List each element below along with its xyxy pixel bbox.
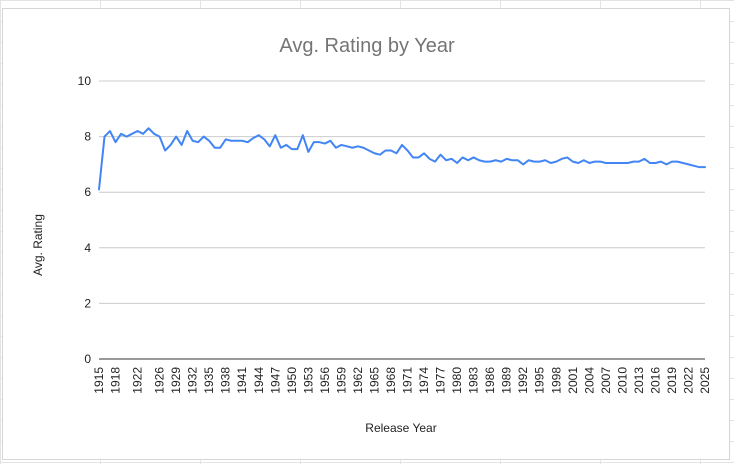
x-tick-label: 1956	[318, 367, 332, 394]
x-tick-label: 1918	[109, 367, 123, 394]
y-tick-label: 8	[84, 130, 91, 144]
x-tick-label: 1995	[533, 367, 547, 394]
x-tick-label: 2016	[648, 367, 662, 394]
y-axis-title: Avg. Rating	[31, 214, 45, 276]
x-tick-label: 2001	[566, 367, 580, 394]
x-tick-label: 1950	[285, 367, 299, 394]
x-tick-label: 1986	[483, 367, 497, 394]
x-tick-label: 2007	[599, 367, 613, 394]
x-tick-label: 1953	[301, 367, 315, 394]
y-axis-ticks: 0 2 4 6 8 10	[78, 74, 92, 366]
x-tick-label: 1989	[500, 367, 514, 394]
x-tick-label: 1959	[334, 367, 348, 394]
x-tick-label: 2022	[681, 367, 695, 394]
x-tick-label: 2025	[698, 367, 712, 394]
x-tick-label: 1938	[219, 367, 233, 394]
y-tick-label: 0	[84, 352, 91, 366]
x-tick-label: 1926	[153, 367, 167, 394]
gridlines	[99, 80, 705, 304]
chart-container[interactable]: Avg. Rating by Year 0 2 4 6 8 10 1915 1918 1922…	[2, 8, 730, 460]
x-tick-label: 1980	[450, 367, 464, 394]
x-tick-label: 2019	[665, 367, 679, 394]
x-tick-label: 1965	[367, 367, 381, 394]
x-tick-label: 1915	[92, 367, 106, 394]
series-line[interactable]	[98, 127, 706, 191]
x-axis-title: Release Year	[365, 421, 436, 435]
x-tick-label: 1998	[549, 367, 563, 394]
x-tick-label: 1971	[401, 367, 415, 394]
line-chart: Avg. Rating by Year 0 2 4 6 8 10 1915 1918 1922…	[31, 35, 712, 435]
y-tick-label: 4	[84, 241, 91, 255]
x-tick-label: 1922	[131, 367, 145, 394]
x-tick-label: 2010	[615, 367, 629, 394]
x-tick-label: 1977	[434, 367, 448, 394]
x-tick-label: 1968	[384, 367, 398, 394]
x-tick-label: 1944	[252, 367, 266, 394]
y-tick-label: 2	[84, 296, 91, 310]
y-tick-label: 6	[84, 185, 91, 199]
x-tick-label: 1974	[417, 367, 431, 394]
x-tick-label: 1962	[351, 367, 365, 394]
x-axis-ticks: 1915 1918 1922 1926 1929 1932 1935 1938 1941 1944…	[92, 367, 712, 394]
x-tick-label: 1932	[186, 367, 200, 394]
x-tick-label: 1929	[169, 367, 183, 394]
x-tick-label: 2004	[582, 367, 596, 394]
x-tick-label: 1983	[467, 367, 481, 394]
chart-title: Avg. Rating by Year	[279, 35, 455, 57]
y-tick-label: 10	[78, 74, 92, 88]
x-tick-label: 2013	[632, 367, 646, 394]
x-tick-label: 1941	[235, 367, 249, 394]
x-tick-label: 1935	[202, 367, 216, 394]
x-tick-label: 1992	[516, 367, 530, 394]
x-tick-label: 1947	[268, 367, 282, 394]
